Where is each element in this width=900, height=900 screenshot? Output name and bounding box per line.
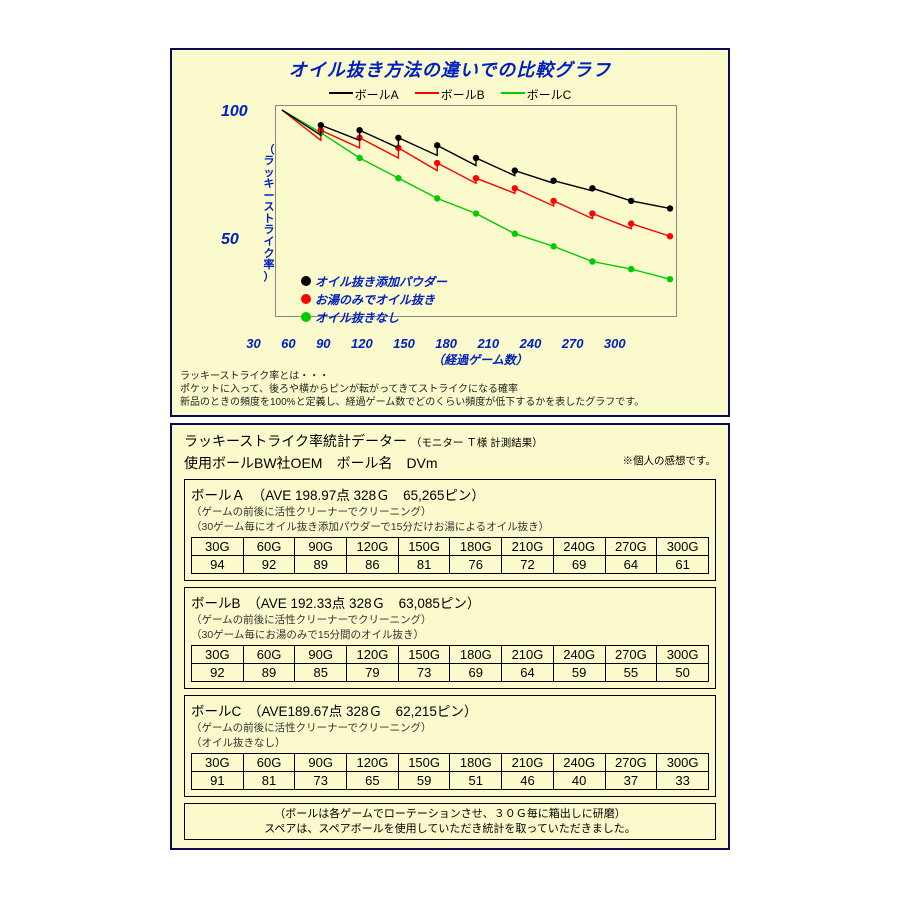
table-row: 30G60G90G120G150G180G210G240G270G300G [192, 537, 709, 555]
ball-block: ボールＡ （AVE 198.97点 328Ｇ 65,265ピン） （ゲームの前後… [184, 479, 716, 581]
legend-swatch [501, 92, 525, 94]
data-panel-header-2-right: ※個人の感想です。 [623, 453, 716, 468]
x-tick: 180 [435, 336, 457, 351]
data-panel-header-2-left: 使用ボールBW社OEM ボール名 DVm [184, 455, 438, 471]
ball-subtitle: （30ゲーム毎にオイル抜き添加パウダーで15分だけお湯によるオイル抜き） [191, 519, 709, 534]
x-tick: 60 [281, 336, 295, 351]
table-row: 94928986817672696461 [192, 555, 709, 573]
ball-block: ボールB （AVE 192.33点 328Ｇ 63,085ピン） （ゲームの前後… [184, 587, 716, 689]
bullet-legend-item: オイル抜き添加パウダー [301, 273, 447, 290]
chart-panel: オイル抜き方法の違いでの比較グラフ ボールA ボールB ボールC 100 50 … [170, 48, 730, 417]
legend-swatch [415, 92, 439, 94]
chart-footnote: ラッキーストライク率とは・・・ポケットに入って、後ろや横からピンが転がってきてス… [180, 370, 720, 409]
ball-title: ボールＡ （AVE 198.97点 328Ｇ 65,265ピン） [191, 484, 709, 504]
ball-table: 30G60G90G120G150G180G210G240G270G300G 94… [191, 537, 709, 574]
ball-subtitle: （ゲームの前後に活性クリーナーでクリーニング） [191, 504, 709, 519]
data-panel-header-1-left: ラッキーストライク率統計データー [184, 433, 407, 449]
legend-swatch [329, 92, 353, 94]
bullet-legend-item: オイル抜きなし [301, 309, 447, 326]
ball-table: 30G60G90G120G150G180G210G240G270G300G 92… [191, 645, 709, 682]
x-tick: 210 [477, 336, 499, 351]
ball-subtitle: （ゲームの前後に活性クリーナーでクリーニング） [191, 612, 709, 627]
y-axis-label: （ラッキーストライク率） [263, 145, 275, 284]
ytick-100: 100 [221, 103, 248, 121]
table-row: 92898579736964595550 [192, 663, 709, 681]
bottom-note: （ボールは各ゲームでローテーションさせ、３０Ｇ毎に箱出しに研磨）スペアは、スペア… [184, 803, 716, 841]
table-row: 30G60G90G120G150G180G210G240G270G300G [192, 753, 709, 771]
x-tick: 300 [604, 336, 626, 351]
x-tick: 240 [520, 336, 542, 351]
ball-title: ボールB （AVE 192.33点 328Ｇ 63,085ピン） [191, 592, 709, 612]
legend-top-item: ボールC [501, 86, 572, 103]
data-panel: ラッキーストライク率統計データー （モニター Ｔ様 計測結果） 使用ボールBW社… [170, 423, 730, 851]
legend-dot-icon [301, 312, 311, 322]
legend-dot-icon [301, 276, 311, 286]
x-tick: 120 [351, 336, 373, 351]
x-ticks: 30 60 90 120 150 180 210 240 270 300 [236, 336, 636, 351]
bullet-legend: オイル抜き添加パウダー お湯のみでオイル抜き オイル抜きなし [301, 272, 447, 327]
legend-top-item: ボールB [415, 86, 485, 103]
x-tick: 30 [246, 336, 260, 351]
x-tick: 90 [316, 336, 330, 351]
x-axis-label: （経過ゲーム数） [236, 351, 724, 368]
ball-subtitle: （ゲームの前後に活性クリーナーでクリーニング） [191, 720, 709, 735]
data-panel-header-1-right: （モニター Ｔ様 計測結果） [411, 437, 543, 449]
ball-subtitle: （30ゲーム毎にお湯のみで15分間のオイル抜き） [191, 627, 709, 642]
legend-top-item: ボールA [329, 86, 399, 103]
ball-title: ボールC （AVE189.67点 328Ｇ 62,215ピン） [191, 700, 709, 720]
table-row: 30G60G90G120G150G180G210G240G270G300G [192, 645, 709, 663]
bullet-legend-item: お湯のみでオイル抜き [301, 291, 447, 308]
legend-dot-icon [301, 294, 311, 304]
chart-title: オイル抜き方法の違いでの比較グラフ [176, 56, 724, 82]
table-row: 91817365595146403733 [192, 771, 709, 789]
legend-top: ボールA ボールB ボールC [176, 86, 724, 103]
ball-subtitle: （オイル抜きなし） [191, 735, 709, 750]
data-panel-header-1: ラッキーストライク率統計データー （モニター Ｔ様 計測結果） [184, 431, 716, 451]
ball-table: 30G60G90G120G150G180G210G240G270G300G 91… [191, 753, 709, 790]
chart-area: 100 50 （ラッキーストライク率） オイル抜き添加パウダー お湯のみでオイル… [215, 105, 685, 335]
x-tick: 150 [393, 336, 415, 351]
ball-block: ボールC （AVE189.67点 328Ｇ 62,215ピン） （ゲームの前後に… [184, 695, 716, 797]
x-tick: 270 [562, 336, 584, 351]
data-panel-header-2: 使用ボールBW社OEM ボール名 DVm ※個人の感想です。 [184, 453, 716, 473]
ytick-50: 50 [221, 231, 239, 249]
